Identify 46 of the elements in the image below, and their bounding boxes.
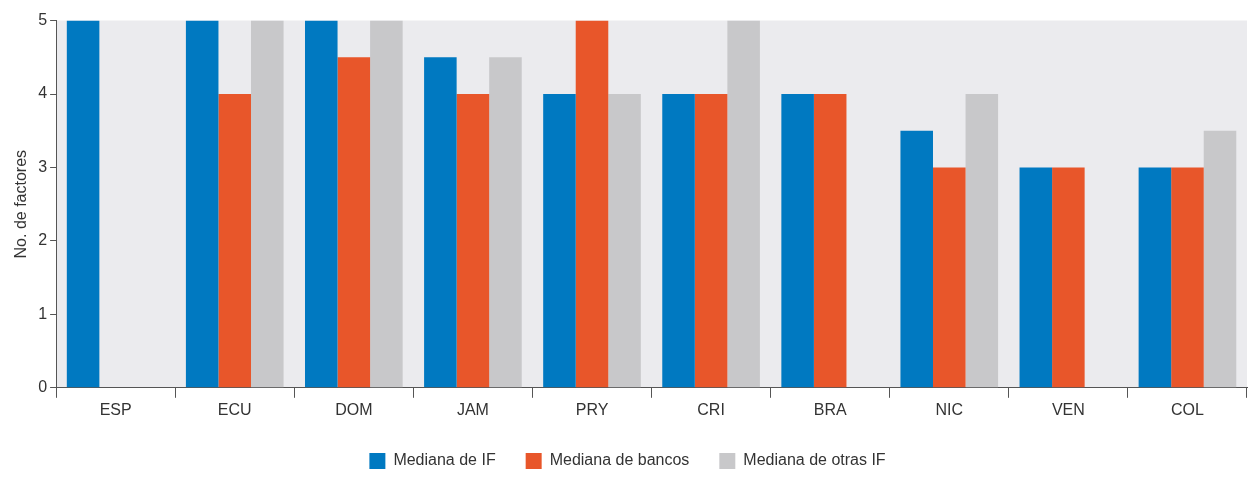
- bar: [1138, 167, 1172, 388]
- bar: [424, 57, 457, 388]
- y-axis-title: No. de factores: [12, 149, 30, 259]
- x-tick-label: COL: [1171, 400, 1204, 418]
- x-tick-label: PRY: [575, 400, 609, 418]
- bar: [489, 57, 522, 388]
- bar: [251, 20, 284, 388]
- bar: [813, 94, 847, 388]
- bar: [337, 57, 371, 388]
- bar: [933, 167, 966, 388]
- y-tick-label: 5: [38, 11, 48, 29]
- bar: [185, 20, 219, 388]
- bar: [456, 94, 490, 388]
- y-tick-label: 3: [38, 157, 48, 175]
- x-tick-label: BRA: [813, 400, 847, 418]
- x-tick-label: JAM: [456, 400, 489, 418]
- bar: [727, 20, 760, 388]
- x-tick-label: DOM: [335, 400, 373, 418]
- y-tick-label: 4: [38, 84, 48, 102]
- x-tick-label: CRI: [697, 400, 725, 418]
- y-tick-label: 0: [38, 378, 48, 396]
- legend-label: Mediana de bancos: [549, 451, 690, 469]
- bar: [575, 20, 609, 388]
- bar: [662, 94, 695, 388]
- bar: [781, 94, 814, 388]
- bar: [1019, 167, 1053, 388]
- bar: [1171, 167, 1204, 388]
- x-tick-label: VEN: [1051, 400, 1085, 418]
- x-tick-label: ECU: [217, 400, 252, 418]
- bar: [543, 94, 576, 388]
- x-tick-label: ESP: [99, 400, 132, 418]
- x-tick-label: NIC: [935, 400, 964, 418]
- bar: [370, 20, 403, 388]
- legend-label: Mediana de IF: [393, 451, 496, 469]
- bar: [1052, 167, 1085, 388]
- bar: [965, 94, 999, 388]
- y-tick-label: 2: [38, 231, 48, 249]
- bar: [900, 130, 933, 388]
- bar: [1203, 130, 1237, 388]
- bar: [218, 94, 252, 388]
- bar: [305, 20, 338, 388]
- bar: [608, 94, 641, 388]
- bar: [66, 20, 100, 388]
- legend-label: Mediana de otras IF: [743, 451, 886, 469]
- y-tick-label: 1: [38, 304, 48, 322]
- bar: [694, 94, 728, 388]
